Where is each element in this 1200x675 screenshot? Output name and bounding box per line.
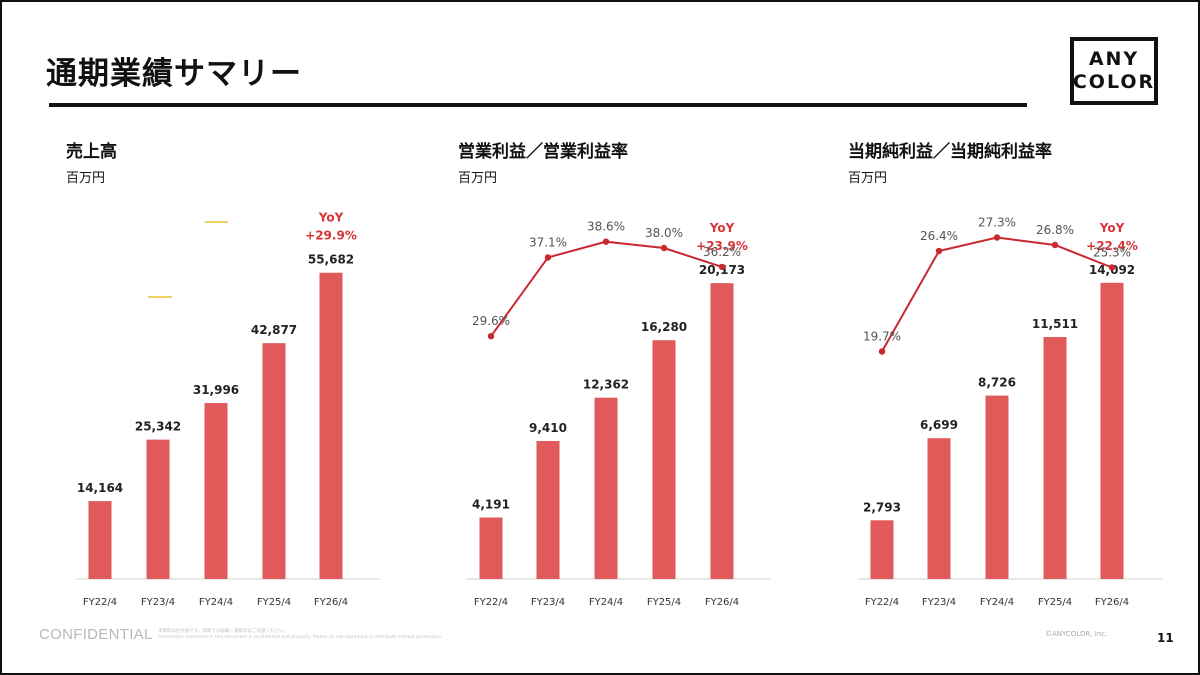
net-income-tick-label-2: FY23/4 xyxy=(922,597,956,608)
logo-line-1: ANY xyxy=(1088,48,1140,70)
net-income-rate-point-4 xyxy=(1051,241,1059,249)
operating-profit-value-label-5: 20,173 xyxy=(699,263,745,277)
operating-profit-tick-label-5: FY26/4 xyxy=(705,597,739,608)
net-income-value-label-4: 11,511 xyxy=(1032,317,1078,331)
operating-profit-rate-line xyxy=(490,240,723,337)
net-income-tick-label-1: FY22/4 xyxy=(865,597,899,608)
revenue-bar-4 xyxy=(262,343,286,579)
page-number: 11 xyxy=(1157,631,1174,645)
revenue-chart-unit: 百万円 xyxy=(66,171,106,186)
operating-profit-rate-point-5 xyxy=(718,263,726,271)
net-income-bar-2 xyxy=(927,438,951,579)
net-income-yoy-value: +22.4% xyxy=(1086,239,1138,253)
revenue-value-label-3: 31,996 xyxy=(193,383,239,397)
net-income-rate-point-1 xyxy=(878,348,886,355)
net-income-value-label-2: 6,699 xyxy=(920,418,958,432)
operating-profit-bar-4 xyxy=(652,340,676,579)
operating-profit-rate-label-3: 38.6% xyxy=(587,220,625,234)
page-title: 通期業績サマリー xyxy=(46,56,302,92)
copyright: ©ANYCOLOR, Inc. xyxy=(1045,630,1108,638)
net-income-chart-unit: 百万円 xyxy=(848,171,888,186)
title-rule xyxy=(49,103,1027,107)
operating-profit-value-label-2: 9,410 xyxy=(529,421,567,435)
revenue-tick-label-2: FY23/4 xyxy=(141,597,175,608)
operating-profit-rate-point-3 xyxy=(602,238,610,245)
operating-profit-tick-label-4: FY25/4 xyxy=(647,597,681,608)
net-income-tick-label-4: FY25/4 xyxy=(1038,597,1072,608)
operating-profit-rate-label-1: 29.6% xyxy=(472,314,510,328)
net-income-bar-5 xyxy=(1100,282,1124,579)
confidential-label: CONFIDENTIAL xyxy=(39,626,153,643)
net-income-rate-label-5: 25.3% xyxy=(1093,246,1131,260)
revenue-yoy-value: +29.9% xyxy=(305,229,357,243)
net-income-value-label-1: 2,793 xyxy=(863,500,901,514)
operating-profit-bar-5 xyxy=(710,283,734,579)
logo-line-2: COLOR xyxy=(1072,71,1156,93)
operating-profit-chart-title: 営業利益／営業利益率 xyxy=(458,142,628,162)
operating-profit-yoy-value: +23.9% xyxy=(696,239,748,253)
revenue-tick-label-4: FY25/4 xyxy=(257,597,291,608)
net-income-rate-label-3: 27.3% xyxy=(978,216,1016,230)
operating-profit-tick-label-3: FY24/4 xyxy=(589,597,623,608)
operating-profit-tick-label-2: FY23/4 xyxy=(531,597,565,608)
net-income-rate-point-5 xyxy=(1108,264,1116,271)
operating-profit-bar-3 xyxy=(594,397,618,579)
operating-profit-rate-point-4 xyxy=(660,244,668,252)
net-income-bar-4 xyxy=(1043,337,1067,579)
revenue-bar-5 xyxy=(319,272,343,579)
operating-profit-rate-label-5: 36.2% xyxy=(703,245,741,259)
net-income-rate-label-1: 19.7% xyxy=(863,330,901,344)
net-income-rate-label-2: 26.4% xyxy=(920,229,958,243)
revenue-value-label-4: 42,877 xyxy=(251,323,297,337)
operating-profit-bar-2 xyxy=(536,440,560,579)
net-income-yoy-label: YoY xyxy=(1099,221,1125,235)
operating-profit-tick-label-1: FY22/4 xyxy=(474,597,508,608)
revenue-value-label-1: 14,164 xyxy=(77,481,123,495)
net-income-rate-point-2 xyxy=(935,247,943,255)
operating-profit-bar-1 xyxy=(479,517,503,579)
fine-print-ja: 本資料は社外秘です。無断での転載・複製等はご遠慮ください。 xyxy=(158,629,289,634)
net-income-value-label-3: 8,726 xyxy=(978,376,1016,390)
operating-profit-chart-unit: 百万円 xyxy=(458,171,498,186)
revenue-tick-label-3: FY24/4 xyxy=(199,597,233,608)
net-income-chart-title: 当期純利益／当期純利益率 xyxy=(848,142,1052,162)
revenue-value-label-5: 55,682 xyxy=(308,253,354,267)
operating-profit-yoy-label: YoY xyxy=(709,221,735,235)
revenue-yoy-label: YoY xyxy=(318,211,344,225)
revenue-bar-3 xyxy=(204,403,228,579)
net-income-rate-line xyxy=(881,236,1113,352)
operating-profit-rate-point-1 xyxy=(487,333,495,340)
net-income-tick-label-5: FY26/4 xyxy=(1095,597,1129,608)
revenue-bar-2 xyxy=(146,439,170,579)
operating-profit-rate-label-4: 38.0% xyxy=(645,226,683,240)
fine-print-en: Information contained in this document i… xyxy=(158,635,443,640)
net-income-rate-point-3 xyxy=(993,234,1001,241)
net-income-bar-1 xyxy=(870,520,894,579)
anycolor-logo: ANY COLOR xyxy=(1070,37,1158,105)
net-income-tick-label-3: FY24/4 xyxy=(980,597,1014,608)
operating-profit-rate-label-2: 37.1% xyxy=(529,235,567,249)
operating-profit-rate-point-2 xyxy=(544,254,552,261)
revenue-value-label-2: 25,342 xyxy=(135,420,181,434)
revenue-bar-1 xyxy=(88,501,112,579)
net-income-bar-3 xyxy=(985,395,1009,579)
revenue-chart-title: 売上高 xyxy=(66,142,117,162)
revenue-tick-label-5: FY26/4 xyxy=(314,597,348,608)
revenue-tick-label-1: FY22/4 xyxy=(83,597,117,608)
operating-profit-value-label-4: 16,280 xyxy=(641,320,687,334)
operating-profit-value-label-1: 4,191 xyxy=(472,498,510,512)
net-income-rate-label-4: 26.8% xyxy=(1036,223,1074,237)
operating-profit-value-label-3: 12,362 xyxy=(583,378,629,392)
